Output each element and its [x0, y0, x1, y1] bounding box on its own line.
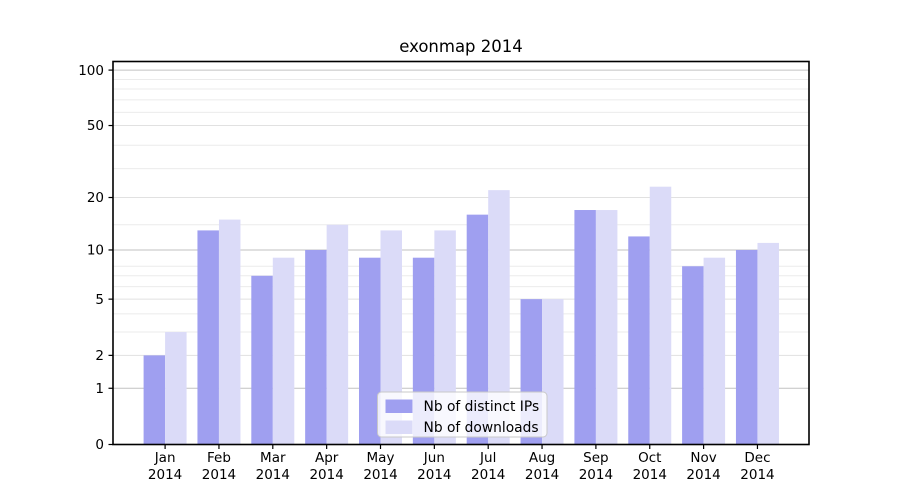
- bar-distinct-ips-nov: [682, 266, 704, 445]
- bar-distinct-ips-apr: [305, 249, 327, 445]
- bar-distinct-ips-jan: [143, 355, 166, 445]
- x-tick-label-year-jun: 2014: [417, 467, 451, 483]
- x-tick-label-month-jan: Jan: [154, 450, 176, 466]
- bar-groups: [143, 186, 779, 445]
- bar-downloads-may: [380, 230, 402, 445]
- y-tick-label-100: 100: [78, 63, 104, 79]
- legend-label-downloads: Nb of downloads: [424, 420, 539, 436]
- y-tick-label-2: 2: [95, 348, 104, 364]
- y-tick-label-50: 50: [87, 118, 104, 134]
- x-tick-label-year-apr: 2014: [309, 467, 343, 483]
- x-tick-label-year-nov: 2014: [686, 467, 720, 483]
- bar-downloads-dec: [757, 242, 779, 445]
- bar-distinct-ips-sep: [574, 210, 596, 445]
- bar-downloads-sep: [595, 210, 618, 445]
- bar-distinct-ips-oct: [628, 236, 650, 445]
- y-tick-label-1: 1: [95, 381, 104, 397]
- x-tick-label-month-feb: Feb: [207, 450, 231, 466]
- bar-distinct-ips-mar: [251, 275, 273, 445]
- bar-downloads-feb: [218, 219, 241, 445]
- bar-downloads-nov: [703, 257, 726, 445]
- y-axis-ticks: 0 1 2 5 10 20 50 100: [78, 63, 113, 453]
- legend-label-distinct-ips: Nb of distinct IPs: [424, 399, 540, 415]
- legend-box: [377, 391, 548, 438]
- x-tick-label-month-sep: Sep: [583, 450, 608, 466]
- y-tick-label-10: 10: [87, 243, 104, 259]
- x-tick-label-year-sep: 2014: [579, 467, 613, 483]
- x-tick-label-year-mar: 2014: [256, 467, 290, 483]
- x-tick-label-month-nov: Nov: [690, 450, 716, 466]
- bar-downloads-jan: [165, 332, 187, 445]
- legend-swatch-downloads: [385, 420, 413, 434]
- x-tick-label-year-jan: 2014: [148, 467, 182, 483]
- x-tick-label-year-feb: 2014: [202, 467, 236, 483]
- x-tick-label-year-oct: 2014: [633, 467, 667, 483]
- x-tick-label-month-aug: Aug: [529, 450, 555, 466]
- bar-distinct-ips-dec: [735, 249, 758, 445]
- x-tick-label-month-apr: Apr: [315, 450, 339, 466]
- bar-distinct-ips-may: [359, 257, 381, 445]
- x-tick-label-month-dec: Dec: [744, 450, 770, 466]
- bar-distinct-ips-feb: [197, 230, 219, 445]
- x-tick-label-year-aug: 2014: [525, 467, 559, 483]
- x-tick-label-year-jul: 2014: [471, 467, 505, 483]
- x-axis-ticks: Jan2014Feb2014Mar2014Apr2014May2014Jun20…: [148, 444, 775, 483]
- plot-frame: [112, 60, 810, 446]
- x-tick-label-month-jun: Jun: [423, 450, 445, 466]
- y-tick-label-20: 20: [87, 190, 104, 206]
- x-tick-label-month-mar: Mar: [260, 450, 286, 466]
- bar-downloads-jun: [434, 230, 456, 445]
- x-tick-label-month-may: May: [367, 450, 395, 466]
- bar-downloads-apr: [326, 224, 349, 445]
- x-tick-label-year-dec: 2014: [740, 467, 774, 483]
- chart-title: exonmap 2014: [399, 37, 523, 56]
- legend-swatch-distinct-ips: [385, 399, 413, 413]
- bar-downloads-oct: [649, 186, 672, 445]
- y-tick-label-0: 0: [95, 437, 104, 453]
- bar-distinct-ips-jul: [466, 214, 489, 445]
- legend: Nb of distinct IPs Nb of downloads: [377, 391, 548, 438]
- y-tick-label-5: 5: [95, 292, 104, 308]
- x-tick-label-month-oct: Oct: [638, 450, 661, 466]
- bar-downloads-jul: [488, 190, 510, 445]
- x-tick-label-year-may: 2014: [363, 467, 397, 483]
- bar-downloads-mar: [272, 257, 295, 445]
- x-tick-label-month-jul: Jul: [479, 450, 496, 466]
